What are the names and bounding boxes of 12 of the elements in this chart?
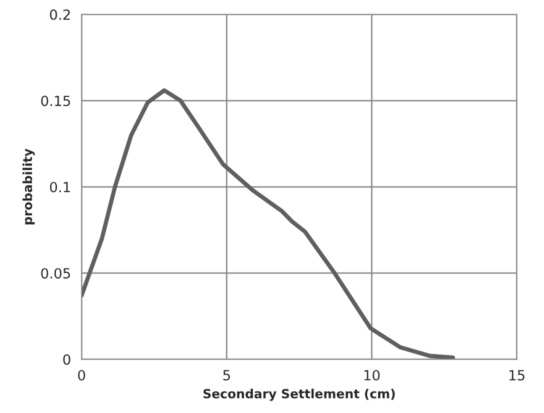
line-series [82, 88, 456, 360]
y-tick-label: 0 [63, 354, 70, 365]
y-tick-label: 0.1 [50, 182, 70, 192]
y-axis-title: probability [22, 148, 35, 224]
x-axis-title: Secondary Settlement (cm) [203, 388, 395, 401]
y-tick-label: 0.05 [41, 268, 70, 279]
y-tick-label: 0.2 [50, 9, 70, 20]
x-tick-label: 15 [509, 370, 524, 380]
x-tick-label: 10 [364, 370, 380, 380]
y-tick-label: 0.15 [41, 96, 70, 106]
x-tick-label: 0 [78, 370, 86, 380]
x-tick-label: 5 [223, 370, 230, 380]
